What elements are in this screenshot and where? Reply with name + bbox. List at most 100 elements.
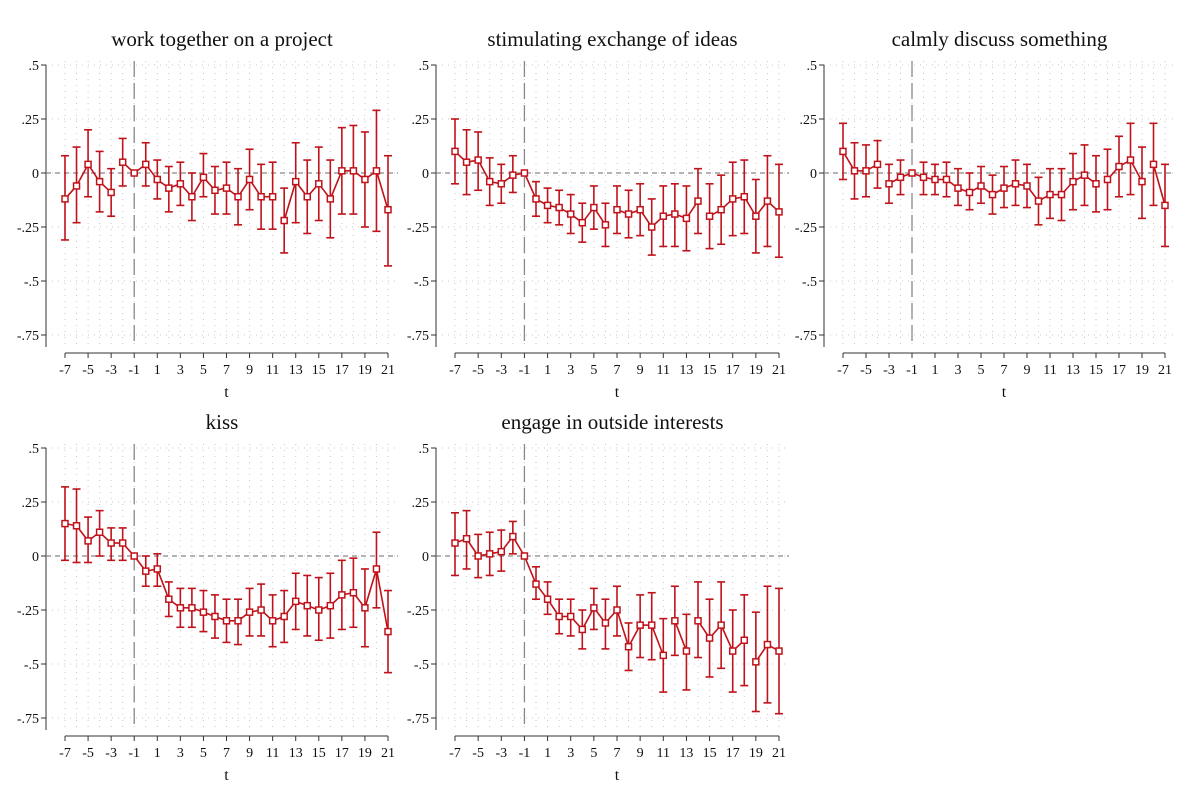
x-tick-label: 1: [154, 746, 161, 761]
x-tick-label: 21: [772, 746, 786, 761]
data-point: [188, 604, 196, 612]
panel-title: engage in outside interests: [501, 410, 723, 434]
chart-panel: stimulating exchange of ideas .5 .25 0 -.25 -…: [407, 27, 789, 401]
x-tick-label: 21: [381, 363, 395, 378]
data-point: [509, 532, 517, 541]
series-line-segment: [283, 181, 297, 221]
data-point: [763, 197, 772, 205]
data-point: [931, 175, 939, 184]
data-point: [199, 173, 208, 182]
data-point: [384, 627, 392, 636]
data-point: [497, 180, 506, 188]
x-tick-label: -7: [59, 363, 71, 378]
data-point: [671, 617, 679, 625]
data-point: [280, 216, 288, 225]
data-point: [601, 619, 610, 627]
x-tick-label: -7: [837, 363, 849, 378]
x-tick-label: 17: [726, 363, 740, 378]
data-point: [965, 188, 974, 197]
data-point: [257, 193, 265, 201]
data-point: [361, 604, 369, 612]
x-tick-label: 3: [567, 363, 574, 378]
data-point: [509, 171, 517, 179]
x-tick-label: 1: [544, 746, 551, 761]
data-point: [636, 205, 644, 214]
x-axis-label: t: [615, 767, 620, 784]
data-point: [211, 612, 219, 621]
data-point: [1057, 190, 1066, 199]
data-point: [740, 193, 749, 201]
chart-panel: work together on a project .5 .25 0 -.25 -.5 -…: [17, 27, 398, 401]
data-point: [107, 188, 115, 197]
data-point: [474, 552, 482, 560]
y-tick-label: .5: [419, 59, 430, 74]
data-point: [520, 552, 529, 560]
data-point: [280, 612, 288, 621]
data-point: [72, 522, 81, 530]
data-point: [896, 173, 905, 182]
data-point: [485, 550, 494, 558]
data-point: [338, 591, 346, 599]
data-point: [130, 552, 138, 560]
series-line-segment: [375, 568, 389, 632]
data-point: [61, 195, 69, 203]
x-tick-label: 19: [358, 363, 372, 378]
data-point: [349, 167, 358, 175]
x-tick-label: 17: [335, 746, 349, 761]
data-point: [497, 547, 506, 556]
data-point: [555, 612, 563, 621]
y-tick-label: .5: [419, 442, 430, 457]
data-point: [1011, 180, 1020, 188]
data-point: [95, 177, 104, 186]
data-point: [752, 212, 760, 220]
data-point: [95, 528, 104, 536]
data-point: [647, 621, 656, 629]
data-point: [188, 193, 196, 201]
x-tick-label: 11: [657, 746, 670, 761]
data-point: [268, 193, 277, 201]
y-tick-label: .25: [412, 496, 430, 511]
data-point: [303, 601, 311, 610]
data-point: [1161, 201, 1169, 210]
data-point: [590, 203, 598, 212]
y-tick-label: .25: [800, 113, 818, 128]
data-point: [705, 212, 714, 220]
data-point: [118, 158, 127, 166]
data-point: [624, 642, 633, 651]
data-point: [694, 617, 702, 625]
x-tick-label: 21: [772, 363, 786, 378]
data-point: [84, 160, 92, 169]
x-tick-label: -5: [860, 363, 872, 378]
y-tick-label: -.5: [414, 275, 429, 290]
y-tick-label: -.5: [24, 275, 39, 290]
x-tick-label: 13: [679, 746, 693, 761]
x-tick-label: 15: [312, 363, 326, 378]
y-tick-label: -.75: [17, 712, 39, 727]
data-point: [315, 606, 323, 614]
data-point: [303, 193, 311, 201]
data-point: [199, 608, 208, 616]
x-tick-label: 7: [614, 363, 621, 378]
data-point: [1126, 156, 1135, 164]
x-tick-label: 17: [335, 363, 349, 378]
data-point: [142, 160, 150, 169]
data-point: [118, 539, 127, 547]
data-point: [532, 195, 540, 203]
y-tick-label: -.75: [407, 712, 429, 727]
data-point: [474, 156, 482, 164]
panel-title: work together on a project: [111, 27, 333, 51]
data-point: [717, 205, 725, 214]
x-tick-label: 15: [1089, 363, 1103, 378]
x-tick-label: 9: [1024, 363, 1031, 378]
data-point: [384, 205, 392, 214]
y-tick-label: -.25: [17, 221, 39, 236]
y-tick-label: -.25: [407, 221, 429, 236]
data-point: [462, 534, 471, 543]
x-tick-label: 9: [246, 363, 253, 378]
data-point: [578, 218, 587, 227]
data-point: [291, 597, 300, 606]
data-point: [176, 604, 185, 612]
data-point: [1115, 162, 1123, 171]
x-tick-label: -5: [472, 746, 484, 761]
